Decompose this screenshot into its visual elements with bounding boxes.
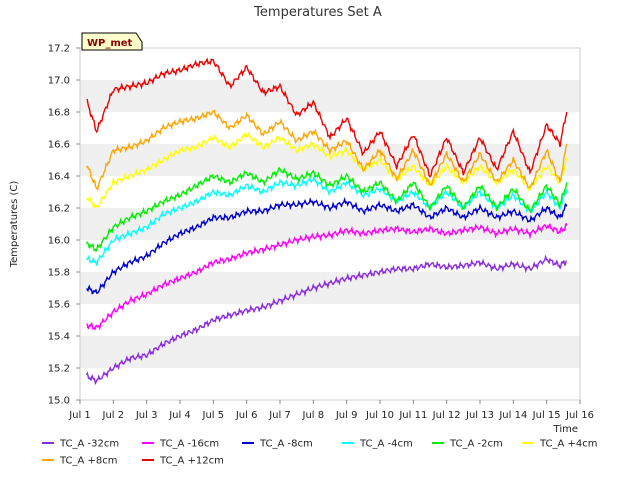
y-axis-label: Temperatures (C) xyxy=(9,181,20,269)
y-tick-label: 15.0 xyxy=(48,396,70,407)
x-tick-label: Jul 1 xyxy=(68,410,91,421)
legend-label: TC_A +8cm xyxy=(59,456,118,467)
y-tick-label: 15.6 xyxy=(48,300,70,311)
grid-band xyxy=(80,80,580,112)
legend-label: TC_A -2cm xyxy=(449,439,503,450)
x-tick-label: Jul 9 xyxy=(335,410,358,421)
y-tick-label: 15.2 xyxy=(48,364,70,375)
series-line-7 xyxy=(86,109,568,191)
x-tick-label: Jul 10 xyxy=(365,410,394,421)
series-line-2 xyxy=(86,222,568,331)
x-axis-ticks: Jul 1 Jul 2 Jul 3 Jul 4 Jul 5 Jul 6 Jul 7 Jul 8… xyxy=(68,400,594,421)
site-label: WP_met xyxy=(87,38,133,49)
x-axis-label: Time xyxy=(553,424,578,435)
y-tick-label: 16.0 xyxy=(48,236,70,247)
grid-band xyxy=(80,272,580,304)
y-tick-label: 16.4 xyxy=(48,172,70,183)
x-tick-label: Jul 3 xyxy=(135,410,158,421)
series-line-3 xyxy=(86,196,568,295)
chart-title: Temperatures Set A xyxy=(253,5,382,20)
series-lines xyxy=(86,57,568,386)
x-tick-label: Jul 8 xyxy=(302,410,325,421)
x-tick-label: Jul 16 xyxy=(565,410,594,421)
legend-label: TC_A -32cm xyxy=(59,439,119,450)
y-tick-label: 17.0 xyxy=(48,76,70,87)
y-tick-label: 17.2 xyxy=(48,44,70,55)
x-tick-label: Jul 4 xyxy=(168,410,191,421)
x-tick-label: Jul 2 xyxy=(102,410,125,421)
grid-band xyxy=(80,48,580,80)
grid-band xyxy=(80,304,580,336)
series-line-6 xyxy=(86,131,568,209)
x-tick-label: Jul 14 xyxy=(498,410,527,421)
plot-frame xyxy=(79,47,581,401)
series-line-1 xyxy=(86,254,567,386)
grid-band xyxy=(80,336,580,368)
legend: TC_A -32cm TC_A -16cm TC_A -8cm TC_A -4cm TC… xyxy=(42,439,598,467)
y-tick-label: 16.2 xyxy=(48,204,70,215)
legend-label: TC_A +12cm xyxy=(159,456,224,467)
x-tick-label: Jul 6 xyxy=(235,410,258,421)
x-tick-label: Jul 15 xyxy=(532,410,561,421)
x-tick-label: Jul 11 xyxy=(398,410,427,421)
legend-label: TC_A -4cm xyxy=(359,439,413,450)
y-tick-label: 16.8 xyxy=(48,108,70,119)
y-tick-label: 15.8 xyxy=(48,268,70,279)
series-line-8 xyxy=(86,57,568,178)
y-axis-ticks: 15.0 15.2 15.4 15.6 15.8 16.0 16.2 16.4 16.6 16.8… xyxy=(48,44,80,407)
x-tick-label: Jul 5 xyxy=(202,410,225,421)
plot-background-bands xyxy=(80,48,580,400)
legend-label: TC_A +4cm xyxy=(539,439,598,450)
grid-band xyxy=(80,240,580,272)
series-line-5 xyxy=(86,166,568,253)
grid-band xyxy=(80,368,580,400)
legend-label: TC_A -16cm xyxy=(159,439,219,450)
x-tick-label: Jul 12 xyxy=(432,410,461,421)
x-tick-label: Jul 7 xyxy=(268,410,291,421)
x-tick-label: Jul 13 xyxy=(465,410,494,421)
y-tick-label: 15.4 xyxy=(48,332,70,343)
site-label-box: WP_met xyxy=(81,32,143,51)
y-tick-label: 16.6 xyxy=(48,140,70,151)
legend-label: TC_A -8cm xyxy=(259,439,313,450)
series-line-4 xyxy=(86,174,568,266)
